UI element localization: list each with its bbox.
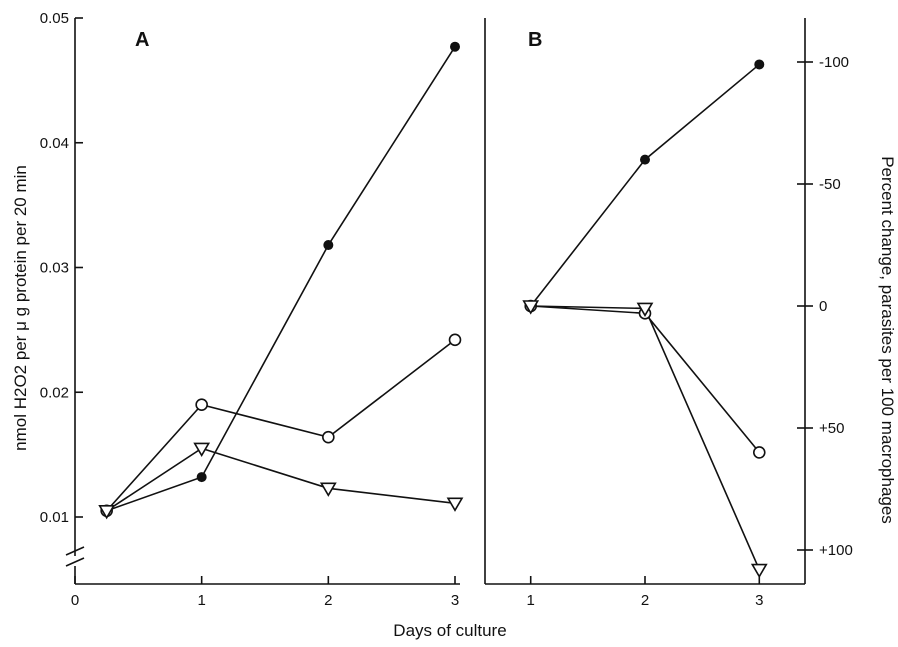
data-point <box>522 300 540 315</box>
series-line <box>106 339 456 512</box>
data-point <box>319 482 337 497</box>
panel-b-y-axis-title: Percent change, parasites per 100 macrop… <box>878 156 897 524</box>
x-axis-title: Days of culture <box>393 621 506 640</box>
y-tick-label: 0.03 <box>40 260 69 277</box>
data-point <box>636 302 654 318</box>
data-point <box>323 240 334 251</box>
series-line <box>530 305 760 453</box>
data-point <box>752 446 766 459</box>
y-tick-label: -100 <box>819 54 849 71</box>
y-tick-label: 0.04 <box>40 135 69 152</box>
x-tick-label: 2 <box>324 592 332 609</box>
axis-break-mark <box>65 546 85 556</box>
panel-a-y-axis-title: nmol H2O2 per μ g protein per 20 min <box>11 165 30 451</box>
data-point <box>754 59 765 70</box>
y-tick-label: 0 <box>819 298 827 315</box>
data-point <box>450 41 460 52</box>
axis-break-mark <box>65 557 85 567</box>
x-tick-label: 3 <box>755 592 763 609</box>
y-tick-label: 0.01 <box>40 509 69 526</box>
panel-b-label: B <box>528 29 542 51</box>
data-point <box>750 563 768 579</box>
panel-a: A nmol H2O2 per μ g protein per 20 min 0… <box>11 10 464 609</box>
y-tick-label: -50 <box>819 176 841 193</box>
x-tick-label: 2 <box>641 592 649 609</box>
x-tick-label: 0 <box>71 592 79 609</box>
data-point <box>322 430 335 444</box>
data-point <box>448 333 462 347</box>
data-point <box>446 497 464 512</box>
data-point <box>98 504 116 520</box>
data-point <box>640 154 650 165</box>
data-point <box>196 472 207 483</box>
x-tick-label: 3 <box>451 592 459 609</box>
panel-b: B Percent change, parasites per 100 macr… <box>484 18 897 609</box>
y-tick-label: 0.05 <box>40 10 69 27</box>
panel-a-label: A <box>135 29 149 51</box>
x-tick-label: 1 <box>527 592 535 609</box>
y-tick-label: +100 <box>819 542 853 559</box>
y-tick-label: +50 <box>819 420 844 437</box>
series-line <box>530 305 761 570</box>
data-point <box>195 398 208 412</box>
y-tick-label: 0.02 <box>40 384 69 401</box>
x-tick-label: 1 <box>197 592 205 609</box>
data-point <box>193 442 211 457</box>
series-line <box>106 447 456 512</box>
series-line <box>106 46 456 512</box>
series-line <box>530 63 760 307</box>
